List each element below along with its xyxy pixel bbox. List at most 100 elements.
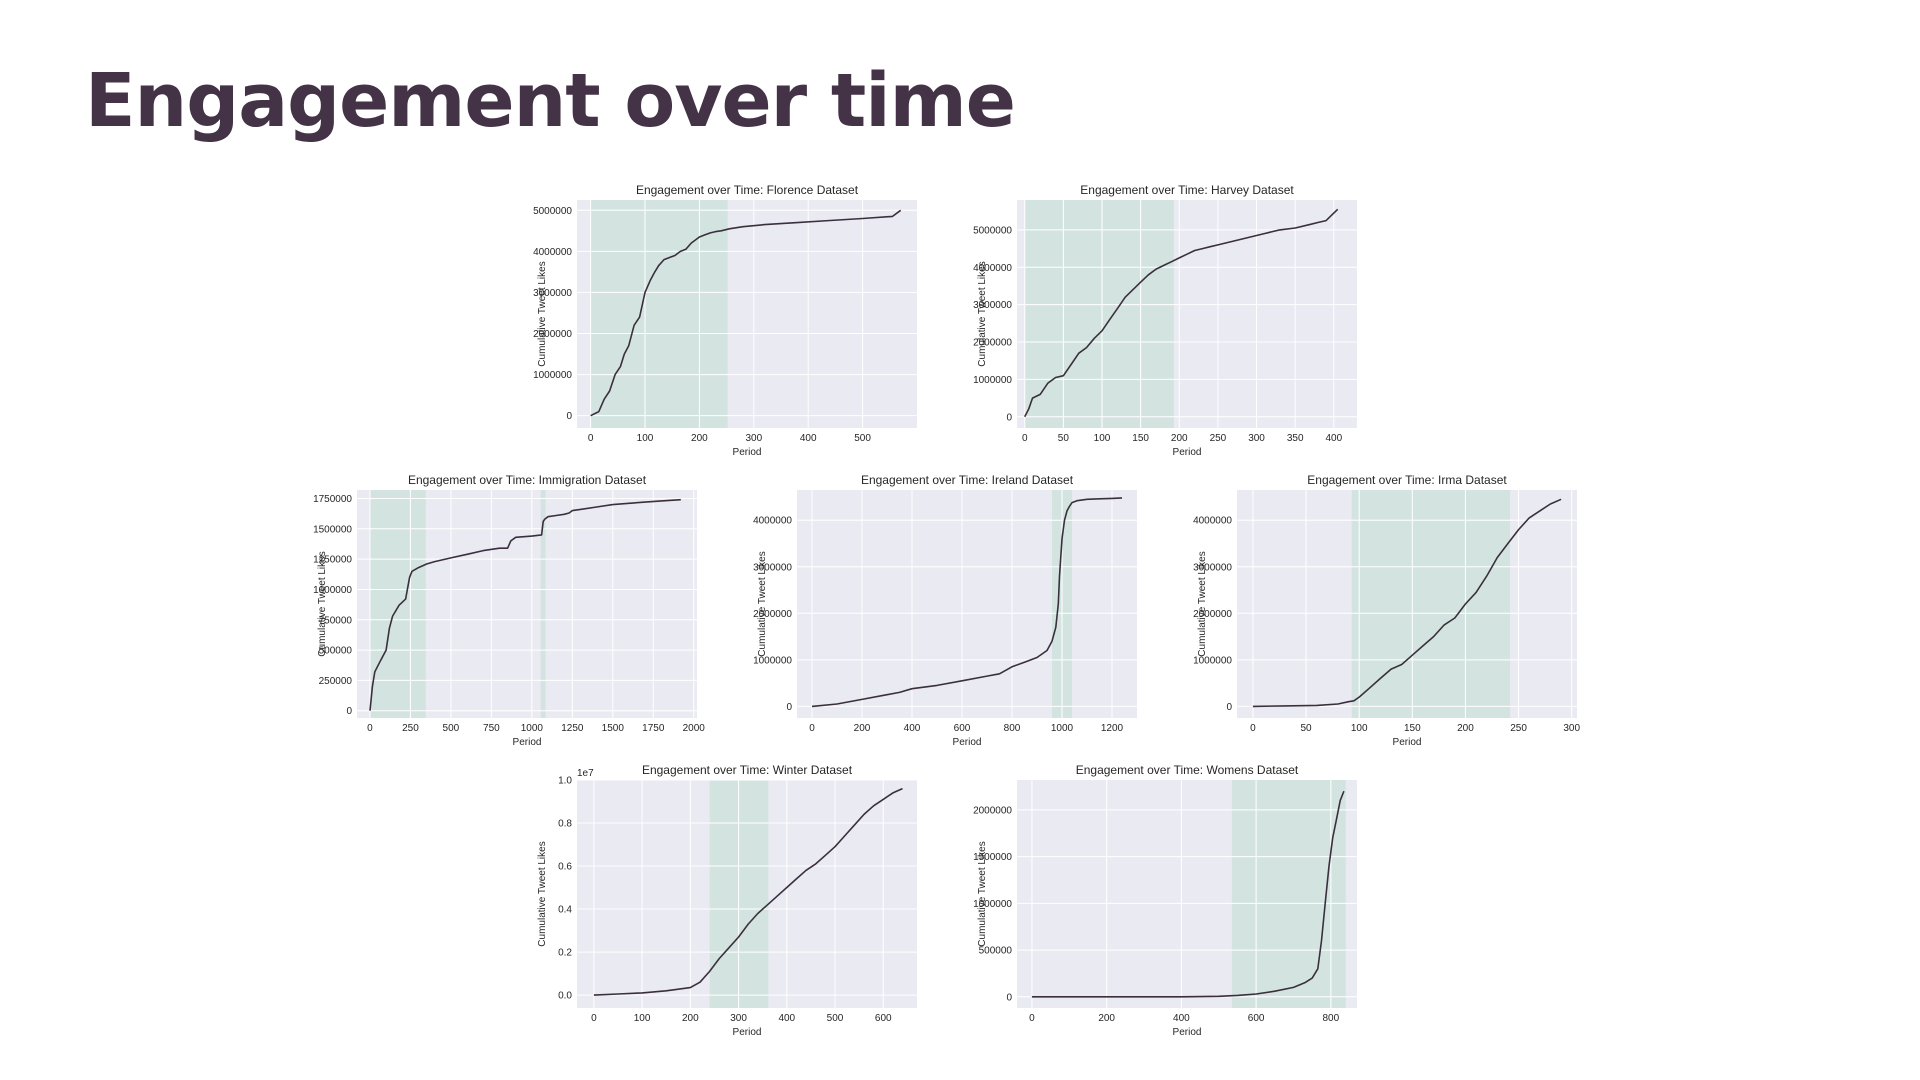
shaded-span-0 [590, 200, 728, 428]
x-tick-label: 300 [1248, 433, 1265, 444]
y-tick-label: 1000000 [533, 370, 572, 381]
y-tick-label: 1000000 [313, 585, 352, 596]
x-tick-label: 50 [1058, 433, 1070, 444]
x-tick-label: 0 [367, 723, 373, 734]
y-tick-label: 1250000 [313, 555, 352, 566]
y-tick-label: 4000000 [1193, 516, 1232, 527]
y-tick-label: 0 [566, 411, 572, 422]
y-tick-label: 3000000 [973, 300, 1012, 311]
chart-womens: 0 200 400 600 800 0 500000 1000000 1500000 200000… [973, 763, 1357, 1038]
chart-florence: 0 100 200 300 400 500 0 1000000 2000000 3000000 40… [533, 183, 917, 458]
chart-irma: 0 50 100 150 200 250 300 0 1000000 2000000 3000000… [1193, 473, 1580, 748]
y-tick-label: 0.2 [558, 948, 572, 959]
chart-title: Engagement over Time: Womens Dataset [1076, 763, 1299, 777]
y-tick-label: 1500000 [313, 524, 352, 535]
x-tick-label: 300 [1563, 723, 1580, 734]
x-tick-label: 1000 [1051, 723, 1074, 734]
x-tick-label: 400 [1173, 1013, 1190, 1024]
x-tick-label: 100 [1351, 723, 1368, 734]
chart-winter: 0 100 200 300 400 500 600 0.0 0.2 0.4 0.6 0.8 1.0 1e7… [537, 763, 917, 1038]
y-tick-label: 5000000 [973, 225, 1012, 236]
x-tick-label: 800 [1004, 723, 1021, 734]
y-tick-label: 3000000 [1193, 562, 1232, 573]
x-tick-label: 1750 [642, 723, 665, 734]
x-axis-label: Period [1173, 1027, 1202, 1038]
y-tick-label: 3000000 [533, 288, 572, 299]
x-axis-label: Period [953, 737, 982, 748]
x-tick-label: 300 [745, 433, 762, 444]
x-tick-label: 100 [634, 1013, 651, 1024]
x-tick-label: 50 [1301, 723, 1313, 734]
series-line-0 [1031, 790, 1345, 998]
y-tick-label: 4000000 [753, 516, 792, 527]
y-tick-label: 0.8 [558, 819, 572, 830]
series-line-0 [590, 209, 902, 417]
chart-ireland: 0 200 400 600 800 1000 1200 0 1000000 2000000 3000… [753, 473, 1137, 748]
y-tick-label: 2000000 [973, 805, 1012, 816]
y-tick-label: 1000000 [753, 655, 792, 666]
y-tick-label: 0 [1006, 412, 1012, 423]
chart-title: Engagement over Time: Harvey Dataset [1080, 183, 1294, 197]
y-tick-label: 1000000 [973, 375, 1012, 386]
y-tick-label: 1000000 [973, 899, 1012, 910]
x-tick-label: 0 [1250, 723, 1256, 734]
y-tick-label: 500000 [319, 646, 353, 657]
shaded-span-0 [1024, 200, 1174, 428]
x-tick-label: 1000 [521, 723, 544, 734]
chart-harvey: 0 50 100 150 200 250 300 350 400 0 1000000 2000000 3… [973, 183, 1357, 458]
y-tick-label: 0.6 [558, 862, 572, 873]
series-line-0 [1252, 498, 1562, 708]
x-axis-label: Period [1393, 737, 1422, 748]
y-axis-label: Cumulative Tweet Likes [757, 551, 768, 656]
chart-title: Engagement over Time: Florence Dataset [636, 183, 859, 197]
x-tick-label: 250 [1210, 433, 1227, 444]
y-tick-label: 0 [786, 702, 792, 713]
y-tick-label: 3000000 [753, 562, 792, 573]
y-tick-label: 0 [346, 706, 352, 717]
x-tick-label: 200 [1457, 723, 1474, 734]
x-tick-label: 100 [1094, 433, 1111, 444]
x-tick-label: 500 [443, 723, 460, 734]
x-tick-label: 400 [904, 723, 921, 734]
series-line-0 [811, 497, 1123, 708]
y-axis-label: Cumulative Tweet Likes [1197, 551, 1208, 656]
y-tick-label: 4000000 [533, 247, 572, 258]
y-tick-label: 2000000 [533, 329, 572, 340]
x-tick-label: 200 [1171, 433, 1188, 444]
x-tick-label: 100 [637, 433, 654, 444]
chart-title: Engagement over Time: Winter Dataset [642, 763, 853, 777]
x-tick-label: 2000 [683, 723, 706, 734]
y-axis-label: Cumulative Tweet Likes [977, 841, 988, 946]
y-axis-label: Cumulative Tweet Likes [977, 261, 988, 366]
y-tick-label: 2000000 [753, 609, 792, 620]
x-tick-label: 200 [854, 723, 871, 734]
x-tick-label: 0 [1029, 1013, 1035, 1024]
y-tick-label: 500000 [979, 946, 1013, 957]
x-tick-label: 150 [1132, 433, 1149, 444]
x-tick-label: 200 [1098, 1013, 1115, 1024]
x-tick-label: 200 [691, 433, 708, 444]
x-tick-label: 750 [483, 723, 500, 734]
x-tick-label: 500 [854, 433, 871, 444]
x-tick-label: 0 [591, 1013, 597, 1024]
y-axis-label: Cumulative Tweet Likes [317, 551, 328, 656]
chart-title: Engagement over Time: Ireland Dataset [861, 473, 1074, 487]
x-tick-label: 350 [1287, 433, 1304, 444]
x-axis-label: Period [733, 447, 762, 458]
series-line-0 [1023, 208, 1339, 418]
x-tick-label: 300 [730, 1013, 747, 1024]
shaded-span-0 [369, 490, 426, 718]
x-tick-label: 0 [809, 723, 815, 734]
y-tick-label: 1750000 [313, 494, 352, 505]
x-tick-label: 800 [1323, 1013, 1340, 1024]
chart-title: Engagement over Time: Immigration Datase… [408, 473, 647, 487]
chart-immigration: 0 250 500 750 1000 1250 1500 1750 2000 0 250000 500… [313, 473, 706, 748]
x-tick-label: 250 [402, 723, 419, 734]
y-tick-label: 0 [1006, 992, 1012, 1003]
y-tick-label: 250000 [319, 676, 353, 687]
x-tick-label: 500 [827, 1013, 844, 1024]
y-axis-label: Cumulative Tweet Likes [537, 841, 548, 946]
series-line-0 [593, 787, 903, 996]
x-tick-label: 400 [778, 1013, 795, 1024]
